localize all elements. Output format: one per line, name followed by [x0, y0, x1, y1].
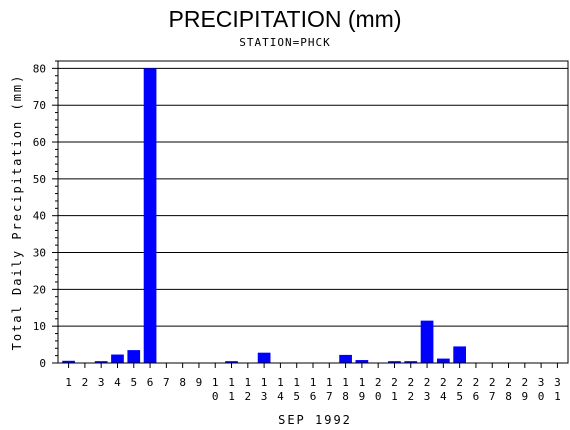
bar	[143, 68, 157, 364]
chart-subtitle: STATION=PHCK	[239, 36, 331, 49]
y-tick-label: 20	[33, 283, 46, 296]
grid	[58, 67, 568, 327]
x-tick-label: 2	[82, 376, 89, 389]
x-tick-label: 4	[114, 376, 121, 389]
x-tick-label: 8	[179, 376, 186, 389]
y-tick-label: 0	[39, 357, 46, 370]
y-tick-label: 10	[33, 320, 46, 333]
chart-title: PRECIPITATION (mm)	[168, 6, 402, 32]
x-tick-label: 6	[147, 376, 154, 389]
x-tick-label: 3	[98, 376, 105, 389]
bar	[355, 360, 369, 363]
x-tick-label: 5	[130, 376, 137, 389]
x-axis-label: SEP 1992	[278, 413, 352, 427]
y-tick-label: 60	[33, 136, 46, 149]
bar	[453, 346, 466, 363]
bar	[127, 350, 141, 363]
plot-frame	[57, 60, 569, 364]
bar	[111, 354, 124, 363]
bars	[62, 68, 466, 364]
bar	[436, 358, 450, 363]
y-tick-label: 80	[33, 62, 46, 75]
bar	[404, 361, 418, 363]
bar	[94, 361, 108, 363]
bar	[339, 354, 352, 363]
bar	[257, 352, 271, 363]
bar	[388, 361, 401, 363]
y-tick-label: 40	[33, 210, 46, 223]
y-axis-label: Total Daily Precipitation (mm)	[10, 74, 24, 351]
x-tick-label: 9	[196, 376, 203, 389]
bar	[225, 361, 238, 363]
y-tick-label: 50	[33, 173, 46, 186]
y-tick-label: 30	[33, 247, 46, 260]
x-tick-label: 1	[65, 376, 72, 389]
bar	[62, 360, 75, 363]
x-tick-label: 7	[163, 376, 170, 389]
y-tick-label: 70	[33, 99, 46, 112]
bar	[420, 320, 434, 363]
